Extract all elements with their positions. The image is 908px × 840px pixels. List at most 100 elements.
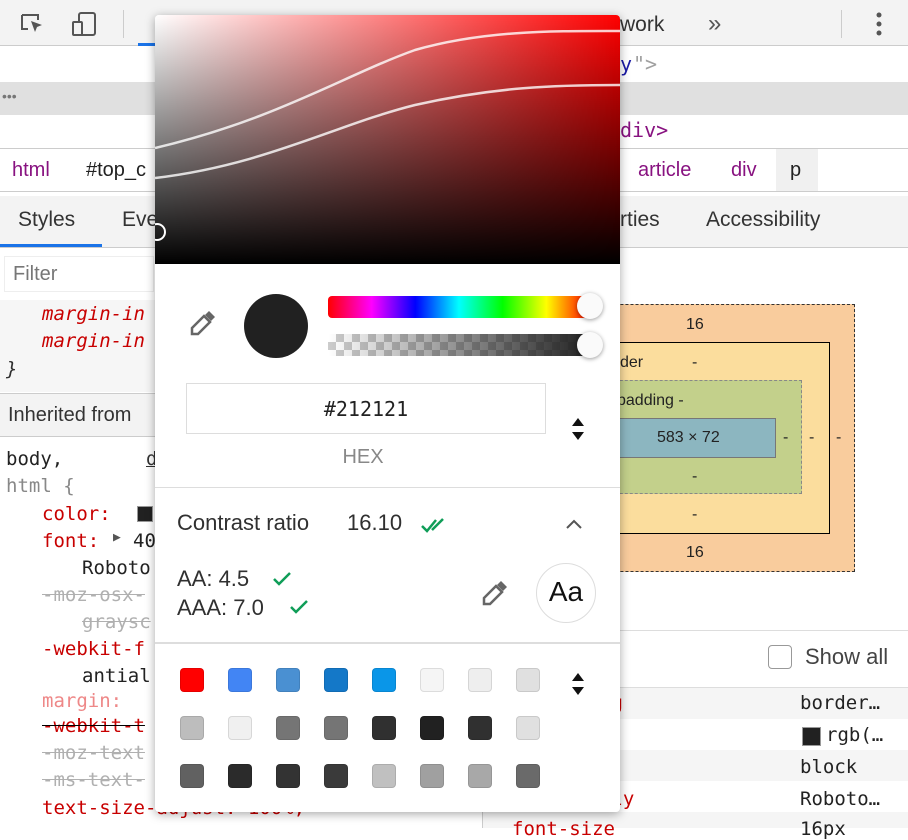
filter-input[interactable]: Filter [4, 256, 154, 292]
border-right: - [809, 429, 815, 446]
tab-properties[interactable]: rties [620, 208, 660, 231]
palette-swatch[interactable] [420, 716, 444, 740]
palette-swatch[interactable] [276, 716, 300, 740]
divider [482, 630, 908, 631]
hex-value: #212121 [323, 397, 409, 421]
background-eyedropper-icon[interactable] [479, 577, 511, 609]
palette-swatch[interactable] [276, 764, 300, 788]
double-check-icon [421, 518, 444, 533]
tab-styles[interactable]: Styles [18, 208, 76, 231]
palette-swatch[interactable] [228, 716, 252, 740]
css-value[interactable]: 40 [133, 530, 156, 552]
css-decl[interactable]: margin-in [42, 330, 145, 352]
format-label: HEX [342, 446, 384, 468]
spectrum-handle[interactable] [155, 223, 166, 241]
css-decl[interactable]: margin-in [42, 303, 145, 325]
palette-swatch[interactable] [516, 668, 540, 692]
more-tabs-icon[interactable]: » [708, 10, 722, 37]
computed-value: rgb(… [826, 724, 884, 746]
hue-slider[interactable] [328, 296, 590, 318]
css-decl[interactable]: font: [42, 530, 100, 552]
color-spectrum[interactable] [155, 15, 620, 264]
css-decl[interactable]: margin: [42, 690, 123, 712]
text-preview-button[interactable]: Aa [536, 563, 596, 623]
crumb-p-bg [776, 149, 818, 191]
css-decl[interactable]: -moz-osx- [42, 584, 145, 606]
crumb-div[interactable]: div [731, 159, 757, 181]
alpha-slider-handle[interactable] [577, 332, 603, 358]
css-decl[interactable]: -moz-text [42, 742, 145, 764]
active-tab-indicator [0, 244, 102, 247]
css-decl[interactable]: -ms-text- [42, 769, 145, 791]
color-swatch[interactable] [802, 727, 821, 746]
chevron-up-icon[interactable] [565, 518, 583, 530]
palette-swatch[interactable] [516, 764, 540, 788]
palette-swatch[interactable] [420, 668, 444, 692]
alpha-slider[interactable] [328, 334, 590, 356]
content-size: 583 × 72 [657, 429, 720, 446]
crumb-top[interactable]: #top_c [86, 159, 147, 181]
color-picker-popup: #212121 HEX Contrast ratio 16.10 AA: 4.5… [155, 15, 620, 812]
tag-end: "> [633, 52, 658, 76]
palette-swatch[interactable] [372, 716, 396, 740]
palette-swatch[interactable] [372, 764, 396, 788]
color-preview [244, 294, 308, 358]
palette-swatch[interactable] [180, 764, 204, 788]
palette-swatch[interactable] [468, 764, 492, 788]
show-all-label[interactable]: Show all [805, 644, 889, 669]
palette-swatch[interactable] [516, 716, 540, 740]
check-icon [290, 600, 308, 614]
hue-slider-handle[interactable] [577, 293, 603, 319]
css-decl[interactable]: -webkit-t [42, 715, 145, 737]
device-toolbar-icon[interactable] [70, 10, 98, 38]
computed-row[interactable] [483, 812, 908, 828]
tab-network[interactable]: work [620, 13, 665, 36]
css-value[interactable]: Roboto [82, 557, 151, 579]
palette-swatch[interactable] [180, 716, 204, 740]
palette-swatch[interactable] [468, 668, 492, 692]
selector: html { [6, 475, 75, 497]
inherited-label: Inherited from [8, 404, 132, 426]
palette-swatch[interactable] [420, 764, 444, 788]
css-value[interactable]: graysc [82, 611, 151, 633]
ellipsis-icon[interactable]: ••• [2, 88, 17, 104]
palette-swatch[interactable] [276, 668, 300, 692]
palette-swatch[interactable] [228, 668, 252, 692]
palette-toggle-icon[interactable] [571, 670, 585, 698]
palette-swatch[interactable] [324, 716, 348, 740]
crumb-article[interactable]: article [638, 159, 692, 181]
toolbar-separator [841, 10, 842, 38]
hex-input[interactable]: #212121 [186, 383, 546, 434]
padding-bottom: - [692, 468, 698, 485]
check-icon [273, 572, 291, 586]
palette-swatch[interactable] [324, 764, 348, 788]
show-all-checkbox[interactable] [768, 645, 792, 669]
aaa-threshold: AAA: 7.0 [177, 595, 264, 620]
css-decl[interactable]: -webkit-f [42, 638, 145, 660]
palette-swatch[interactable] [372, 668, 396, 692]
tab-event-listeners[interactable]: Eve [122, 208, 159, 231]
eyedropper-icon[interactable] [187, 307, 219, 339]
computed-value: Roboto… [800, 788, 881, 810]
contrast-value: 16.10 [347, 510, 403, 535]
inspect-element-icon[interactable] [18, 10, 46, 38]
css-value[interactable]: antial [82, 665, 151, 687]
padding-label: padding - [617, 392, 684, 409]
palette-swatch[interactable] [324, 668, 348, 692]
box-content[interactable] [590, 418, 776, 458]
palette-swatch[interactable] [228, 764, 252, 788]
tab-accessibility[interactable]: Accessibility [706, 208, 821, 231]
css-decl[interactable]: color: [42, 503, 111, 525]
crumb-p[interactable]: p [790, 159, 802, 181]
crumb-html[interactable]: html [12, 159, 50, 181]
kebab-menu-icon[interactable] [865, 10, 893, 38]
border-bottom: - [692, 506, 698, 523]
palette-swatch[interactable] [180, 668, 204, 692]
source-link[interactable]: d [146, 448, 158, 470]
computed-value: block [800, 756, 858, 778]
inherited-header: Inherited from [0, 393, 156, 437]
tag-close: div> [620, 118, 669, 142]
color-swatch[interactable] [137, 506, 153, 522]
palette-swatch[interactable] [468, 716, 492, 740]
format-toggle-icon[interactable] [571, 415, 585, 443]
